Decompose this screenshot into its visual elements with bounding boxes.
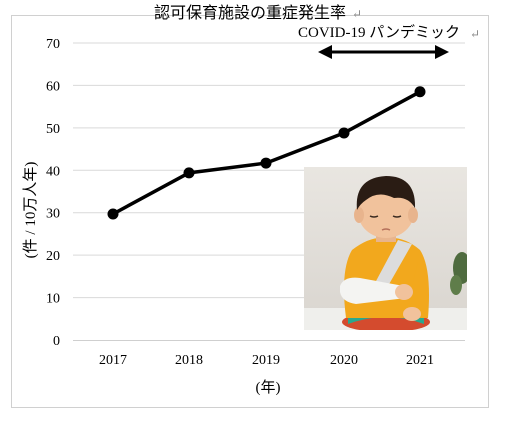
child-photo [304, 167, 467, 330]
x-tick-label: 2018 [175, 353, 203, 368]
y-tick-label: 60 [46, 79, 60, 94]
data-point-2020 [338, 127, 350, 139]
x-tick-label: 2021 [406, 353, 434, 368]
data-point-2018 [183, 167, 195, 179]
data-point-2017 [107, 208, 119, 220]
annotation-label: COVID-19 パンデミック [298, 23, 460, 41]
y-tick-label: 10 [46, 292, 60, 307]
y-tick-label: 70 [46, 37, 60, 52]
x-tick-label: 2017 [99, 353, 127, 368]
y-tick-labels: 0 10 20 30 40 50 60 70 [46, 37, 60, 349]
y-axis-label: (件 / 10万人年) [22, 162, 39, 259]
chart-title: 認可保育施設の重症発生率 [154, 4, 346, 22]
y-tick-label: 0 [53, 334, 60, 349]
x-tick-labels: 2017 2018 2019 2020 2021 [99, 353, 434, 368]
title-return-mark: ↵ [352, 7, 362, 21]
x-tick-label: 2019 [252, 353, 280, 368]
y-tick-label: 30 [46, 207, 60, 222]
series-points [107, 86, 426, 220]
y-tick-label: 20 [46, 249, 60, 264]
x-tick-label: 2020 [330, 353, 358, 368]
data-point-2019 [260, 157, 272, 169]
chart-frame [11, 15, 489, 408]
annotation-arrow [318, 45, 449, 59]
data-point-2021 [414, 86, 426, 98]
y-tick-label: 40 [46, 164, 60, 179]
annotation-return-mark: ↵ [470, 27, 480, 41]
y-tick-label: 50 [46, 122, 60, 137]
x-axis-label: (年) [256, 379, 281, 396]
